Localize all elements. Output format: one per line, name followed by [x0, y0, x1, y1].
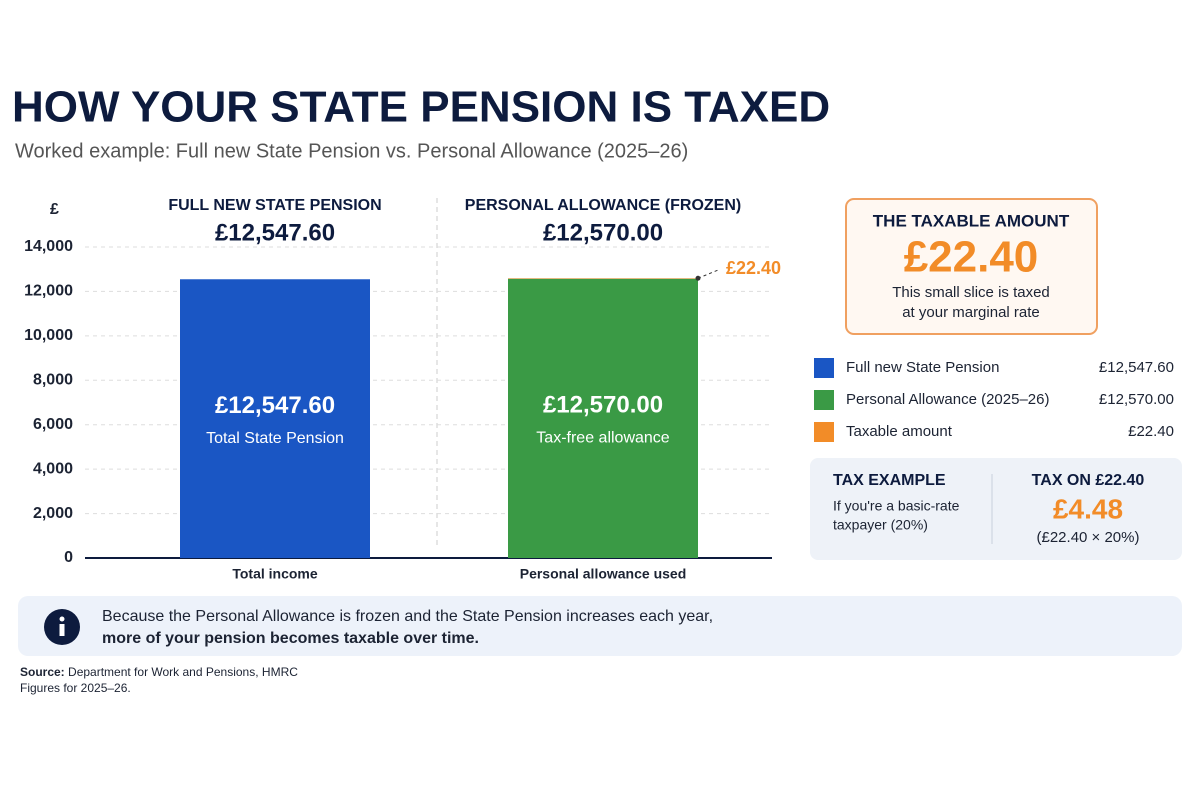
bar-segment: [508, 278, 698, 558]
annotation-label: £22.40: [726, 258, 781, 278]
bar-segment: [180, 279, 370, 558]
legend-swatch: [814, 422, 834, 442]
y-tick-label: 6,000: [33, 416, 73, 433]
column-header: PERSONAL ALLOWANCE (FROZEN): [465, 197, 741, 214]
legend-swatch: [814, 358, 834, 378]
source-label: Source:: [20, 665, 65, 679]
subtitle: Worked example: Full new State Pension v…: [15, 140, 688, 162]
callout-title: THE TAXABLE AMOUNT: [873, 211, 1070, 230]
bar-caption: Total State Pension: [206, 430, 344, 447]
tax-formula: (£22.40 × 20%): [1037, 529, 1140, 546]
y-tick-label: 4,000: [33, 460, 73, 477]
bar-value-label: £12,570.00: [543, 392, 663, 419]
tax-example-title: TAX EXAMPLE: [833, 472, 946, 489]
title: HOW YOUR STATE PENSION IS TAXED: [12, 83, 830, 132]
legend-value: £22.40: [1128, 423, 1174, 440]
note-box: [18, 596, 1182, 656]
y-axis-label: £: [50, 201, 59, 218]
legend-label: Personal Allowance (2025–26): [846, 391, 1049, 408]
y-tick-label: 2,000: [33, 505, 73, 522]
column-amount: £12,570.00: [543, 219, 663, 246]
y-tick-label: 10,000: [24, 327, 73, 344]
callout-text: at your marginal rate: [902, 304, 1040, 321]
y-tick-label: 12,000: [24, 283, 73, 300]
column-header: FULL NEW STATE PENSION: [168, 197, 381, 214]
column-amount: £12,547.60: [215, 219, 335, 246]
note-text: more of your pension becomes taxable ove…: [102, 630, 479, 647]
tax-result: £4.48: [1053, 493, 1123, 524]
legend-label: Full new State Pension: [846, 359, 999, 376]
info-icon-bar: [59, 624, 65, 636]
bar-caption: Tax-free allowance: [536, 430, 670, 447]
info-icon-dot: [59, 616, 65, 622]
tax-example-text: taxpayer (20%): [833, 517, 928, 533]
callout-amount: £22.40: [904, 233, 1039, 282]
legend-label: Taxable amount: [846, 423, 953, 440]
y-tick-label: 14,000: [24, 238, 73, 255]
x-tick-label: Personal allowance used: [520, 566, 687, 582]
note-text: Because the Personal Allowance is frozen…: [102, 608, 713, 625]
annotation-leader: [697, 268, 721, 279]
x-tick-label: Total income: [232, 566, 318, 582]
footnote: Figures for 2025–26.: [20, 681, 131, 695]
tax-example-text: If you're a basic-rate: [833, 498, 960, 514]
callout-box: [845, 198, 1098, 335]
y-tick-label: 0: [64, 549, 73, 566]
legend-value: £12,547.60: [1099, 359, 1174, 376]
tax-example-box: [810, 458, 1182, 560]
legend-swatch: [814, 390, 834, 410]
source-text: Department for Work and Pensions, HMRC: [68, 665, 298, 679]
y-tick-label: 8,000: [33, 372, 73, 389]
callout-text: This small slice is taxed: [892, 284, 1050, 301]
legend-value: £12,570.00: [1099, 391, 1174, 408]
bar-value-label: £12,547.60: [215, 392, 335, 419]
source: Source: Department for Work and Pensions…: [20, 665, 298, 679]
tax-result-title: TAX ON £22.40: [1032, 472, 1145, 489]
